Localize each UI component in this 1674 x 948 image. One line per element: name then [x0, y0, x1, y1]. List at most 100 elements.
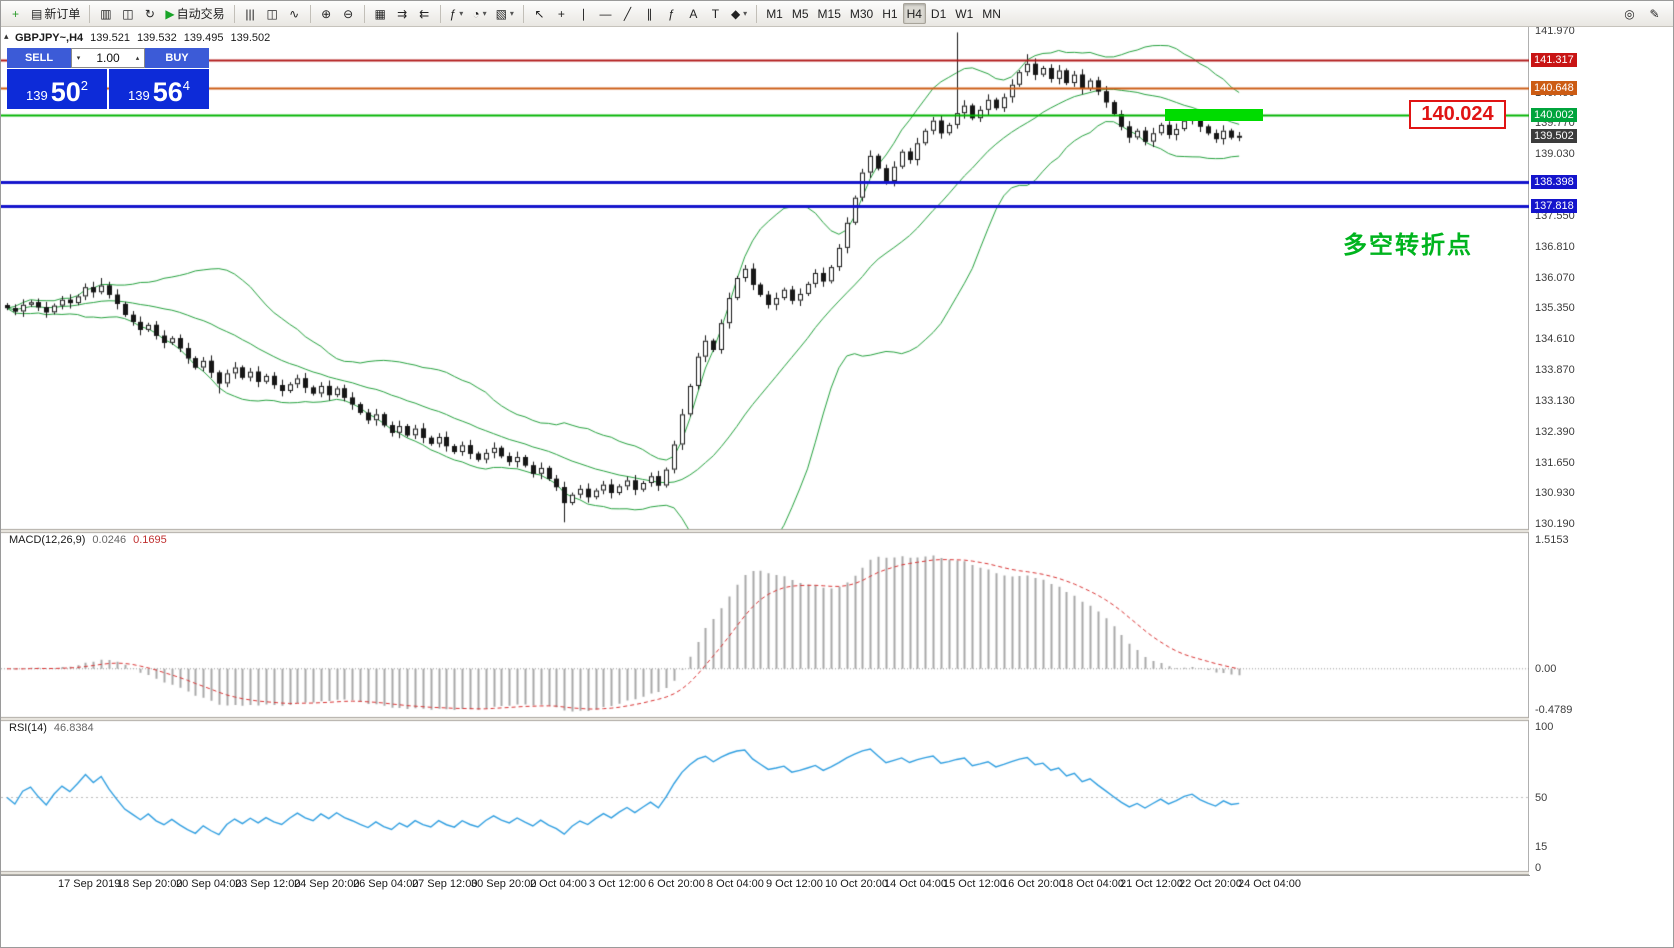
toolbar-separator: [522, 4, 524, 23]
time-axis-label: 24 Sep 20:00: [294, 878, 360, 890]
chart-canvas[interactable]: [1, 27, 1529, 875]
rsi-label: RSI(14): [9, 722, 47, 734]
bid-price-button[interactable]: 139 50 2: [7, 69, 107, 109]
crosshair-button[interactable]: +: [551, 3, 572, 24]
chevron-down-icon: ▾: [509, 9, 514, 18]
new-order-button[interactable]: ▤ 新订单: [27, 3, 84, 24]
profiles-button[interactable]: ▥: [95, 3, 116, 24]
ask-pips: 56: [152, 77, 183, 107]
profiles-button-icon: ▥: [100, 6, 112, 21]
indicators-button[interactable]: ƒ ▾: [446, 3, 468, 24]
tf-m1-button[interactable]: M1: [762, 3, 787, 24]
tf-h1-button[interactable]: H1: [878, 3, 901, 24]
chevron-down-icon: ▾: [743, 9, 748, 18]
search-button[interactable]: ◎: [1619, 4, 1640, 25]
tf-h1-button-label: H1: [882, 6, 898, 21]
time-axis-label: 30 Sep 20:00: [471, 878, 537, 890]
chat-button[interactable]: ✎: [1644, 4, 1665, 25]
ask-figure: 139: [128, 88, 150, 103]
annotation-note-text[interactable]: 多空转折点: [1343, 232, 1473, 259]
time-axis-label: 24 Oct 04:00: [1238, 878, 1301, 890]
ask-price-button[interactable]: 139 56 4: [109, 69, 209, 109]
volume-input[interactable]: 1.00: [96, 51, 120, 65]
tf-h4-button[interactable]: H4: [902, 3, 926, 24]
cursor-button-icon: ↖: [534, 6, 545, 21]
price-scale[interactable]: 141.970140.490139.770139.030137.550136.8…: [1530, 25, 1592, 875]
periods-button[interactable]: ◔ ▾: [468, 3, 490, 24]
macd-scale-label: 0.00: [1535, 662, 1557, 675]
close-value: 139.502: [230, 32, 271, 44]
sell-button[interactable]: SELL: [7, 48, 71, 68]
chart-area[interactable]: ▴ GBPJPY~,H4 139.521 139.532 139.495 139…: [1, 27, 1529, 875]
templates-button-icon: ▧: [495, 6, 507, 21]
price-tick-label: 130.190: [1535, 518, 1575, 531]
chat-button-icon: ✎: [1649, 7, 1660, 21]
highlight-rectangle[interactable]: [1165, 108, 1264, 121]
tf-m15-button-label: M15: [817, 6, 841, 21]
chevron-down-icon: ▾: [459, 9, 464, 18]
price-tick-label: 131.650: [1535, 457, 1575, 470]
time-axis-label: 8 Oct 04:00: [707, 878, 764, 890]
chart-shift-button[interactable]: ⇇: [414, 3, 435, 24]
toolbar-separator: [309, 4, 311, 23]
bars-chart-button[interactable]: |||: [240, 3, 261, 24]
cursor-button[interactable]: ↖: [529, 3, 550, 24]
tf-d1-button[interactable]: D1: [927, 3, 950, 24]
time-axis[interactable]: 17 Sep 2019 18 Sep 20:00 20 Sep 04:00 23 Se…: [1, 875, 1530, 893]
autotrading-button[interactable]: ▶ 自动交易: [161, 3, 228, 24]
price-tick-label: 137.550: [1535, 210, 1575, 223]
zoom-in-button[interactable]: ⊕: [316, 3, 337, 24]
vertical-line-button[interactable]: ∣: [573, 3, 594, 24]
time-axis-label: 21 Oct 12:00: [1120, 878, 1183, 890]
tf-m5-button[interactable]: M5: [788, 3, 813, 24]
chart-ohlc-header: GBPJPY~,H4 139.521 139.532 139.495 139.5…: [15, 32, 270, 44]
toolbar: + ▤ 新订单 ▥ ◫ ↻ ▶ 自动交易 ||| ◫ ∿ ⊕ ⊖ ▦ ⇉ ⇇ ƒ ▾ ◔ ▾ ▧ ▾ ↖ + ∣ — ╱ ∥ ƒ A T ◆ ▾…: [1, 1, 1673, 27]
volume-down-stepper-icon[interactable]: ▾: [76, 55, 81, 62]
candles-chart-button-icon: ◫: [266, 6, 278, 21]
zoom-out-button[interactable]: ⊖: [338, 3, 359, 24]
tf-mn-button[interactable]: MN: [978, 3, 1005, 24]
text-button[interactable]: A: [683, 3, 704, 24]
refresh-button[interactable]: ↻: [139, 3, 160, 24]
tf-w1-button[interactable]: W1: [951, 3, 977, 24]
price-marker-label: 139.502: [1531, 128, 1577, 143]
time-axis-label: 14 Oct 04:00: [884, 878, 947, 890]
toolbar-separator: [233, 4, 235, 23]
channel-button[interactable]: ∥: [639, 3, 660, 24]
time-axis-label: 6 Oct 20:00: [648, 878, 705, 890]
tf-m30-button[interactable]: M30: [846, 3, 877, 24]
horizontal-line-button[interactable]: —: [595, 3, 616, 24]
price-marker-label: 141.317: [1531, 52, 1577, 67]
trade-panel-collapse-icon[interactable]: ▴: [4, 31, 9, 41]
tf-mn-button-label: MN: [982, 6, 1001, 21]
candles-chart-button[interactable]: ◫: [262, 3, 283, 24]
chevron-down-icon: ▾: [482, 9, 487, 18]
horizontal-line-button-icon: —: [599, 6, 612, 21]
tf-m1-button-label: M1: [766, 6, 783, 21]
price-marker-label: 137.818: [1531, 199, 1577, 214]
charts-window-button[interactable]: ◫: [117, 3, 138, 24]
shapes-button[interactable]: ◆ ▾: [727, 3, 751, 24]
bars-chart-button-icon: |||: [245, 6, 255, 21]
trendline-button[interactable]: ╱: [617, 3, 638, 24]
price-callout[interactable]: 140.024: [1409, 100, 1506, 129]
macd-label: MACD(12,26,9): [9, 534, 86, 546]
auto-scroll-button-icon: ⇉: [397, 6, 408, 21]
templates-button[interactable]: ▧ ▾: [492, 3, 518, 24]
new-chart-button[interactable]: +: [5, 3, 26, 24]
tf-m15-button[interactable]: M15: [814, 3, 845, 24]
price-tick-label: 133.870: [1535, 364, 1575, 377]
price-tick-label: 136.070: [1535, 272, 1575, 285]
auto-scroll-button[interactable]: ⇉: [392, 3, 413, 24]
line-chart-button[interactable]: ∿: [284, 3, 305, 24]
zoom-out-button-icon: ⊖: [343, 6, 354, 21]
volume-up-stepper-icon[interactable]: ▴: [135, 55, 140, 62]
fibonacci-button[interactable]: ƒ: [661, 3, 682, 24]
new-order-button-icon: ▤: [31, 6, 43, 21]
tile-windows-button[interactable]: ▦: [370, 3, 391, 24]
label-button[interactable]: T: [705, 3, 726, 24]
buy-button[interactable]: BUY: [145, 48, 209, 68]
price-tick-label: 141.970: [1535, 25, 1575, 38]
tf-h4-button-label: H4: [906, 6, 922, 21]
macd-indicator-header: MACD(12,26,9) 0.0246 0.1695: [9, 534, 167, 546]
